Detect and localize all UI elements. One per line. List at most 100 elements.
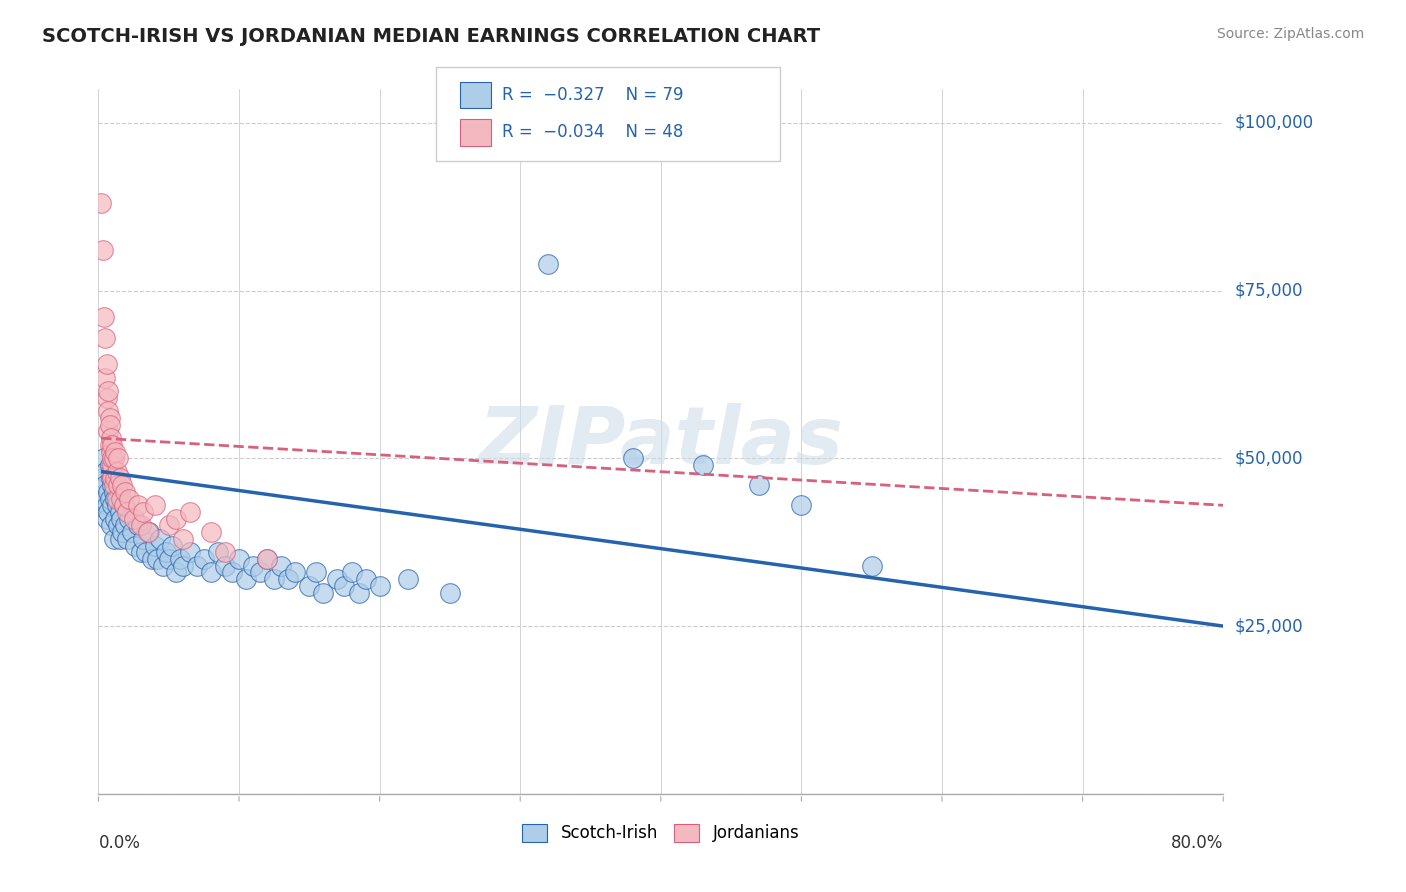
Text: $100,000: $100,000 — [1234, 114, 1313, 132]
Point — [249, 566, 271, 580]
Point — [98, 417, 121, 432]
Point — [235, 572, 257, 586]
Point — [179, 545, 201, 559]
Point — [93, 310, 115, 325]
Point — [101, 451, 124, 466]
Point — [127, 518, 149, 533]
Point — [333, 579, 356, 593]
Point — [298, 579, 321, 593]
Point — [284, 566, 307, 580]
Point — [104, 512, 127, 526]
Point — [124, 539, 146, 553]
Point — [96, 512, 118, 526]
Point — [340, 566, 363, 580]
Text: R =  −0.034    N = 48: R = −0.034 N = 48 — [502, 123, 683, 141]
Text: R =  −0.327    N = 79: R = −0.327 N = 79 — [502, 87, 683, 104]
Point — [347, 585, 370, 599]
Point — [100, 471, 122, 485]
Point — [112, 498, 135, 512]
Point — [396, 572, 419, 586]
Point — [129, 545, 152, 559]
Point — [439, 585, 461, 599]
Text: $25,000: $25,000 — [1234, 617, 1303, 635]
Point — [127, 498, 149, 512]
Point — [179, 505, 201, 519]
Point — [143, 498, 166, 512]
Point — [91, 471, 114, 485]
Point — [103, 451, 125, 466]
Point — [193, 552, 215, 566]
Point — [90, 196, 112, 211]
Point — [97, 505, 120, 519]
Point — [152, 558, 174, 573]
Point — [118, 512, 141, 526]
Point — [122, 512, 145, 526]
Point — [200, 525, 222, 540]
Point — [228, 552, 250, 566]
Point — [169, 552, 191, 566]
Point — [214, 545, 236, 559]
Point — [860, 558, 883, 573]
Point — [97, 484, 120, 499]
Text: ZIPatlas: ZIPatlas — [478, 402, 844, 481]
Point — [748, 478, 770, 492]
Point — [132, 532, 155, 546]
Point — [105, 498, 128, 512]
Point — [114, 484, 136, 499]
Point — [129, 518, 152, 533]
Point — [101, 438, 124, 452]
Point — [98, 438, 121, 452]
Point — [94, 478, 117, 492]
Point — [105, 491, 128, 506]
Point — [104, 471, 127, 485]
Text: 80.0%: 80.0% — [1171, 834, 1223, 852]
Point — [96, 498, 118, 512]
Point — [221, 566, 243, 580]
Point — [172, 532, 194, 546]
Point — [108, 532, 131, 546]
Point — [97, 384, 120, 399]
Point — [114, 518, 136, 533]
Point — [270, 558, 292, 573]
Point — [101, 478, 124, 492]
Point — [101, 458, 124, 472]
Point — [112, 498, 135, 512]
Point — [110, 512, 132, 526]
Point — [104, 491, 127, 506]
Point — [207, 545, 229, 559]
Point — [115, 532, 138, 546]
Point — [105, 465, 128, 479]
Point — [136, 525, 159, 540]
Point — [186, 558, 208, 573]
Point — [101, 471, 124, 485]
Point — [107, 451, 129, 466]
Point — [305, 566, 328, 580]
Point — [104, 444, 127, 458]
Point — [103, 478, 125, 492]
Point — [121, 525, 143, 540]
Point — [141, 552, 163, 566]
Text: 0.0%: 0.0% — [98, 834, 141, 852]
Point — [312, 585, 335, 599]
Text: SCOTCH-IRISH VS JORDANIAN MEDIAN EARNINGS CORRELATION CHART: SCOTCH-IRISH VS JORDANIAN MEDIAN EARNING… — [42, 27, 820, 45]
Point — [155, 545, 177, 559]
Point — [157, 552, 180, 566]
Point — [537, 257, 560, 271]
Text: Source: ZipAtlas.com: Source: ZipAtlas.com — [1216, 27, 1364, 41]
Point — [118, 491, 141, 506]
Point — [98, 411, 121, 425]
Point — [256, 552, 278, 566]
Point — [100, 518, 122, 533]
Point — [132, 505, 155, 519]
Point — [115, 505, 138, 519]
Point — [160, 539, 183, 553]
Text: $75,000: $75,000 — [1234, 282, 1303, 300]
Point — [97, 425, 120, 439]
Point — [108, 505, 131, 519]
Point — [101, 498, 124, 512]
Point — [94, 465, 117, 479]
Point — [200, 566, 222, 580]
Point — [135, 545, 157, 559]
Point — [107, 518, 129, 533]
Point — [94, 330, 117, 344]
